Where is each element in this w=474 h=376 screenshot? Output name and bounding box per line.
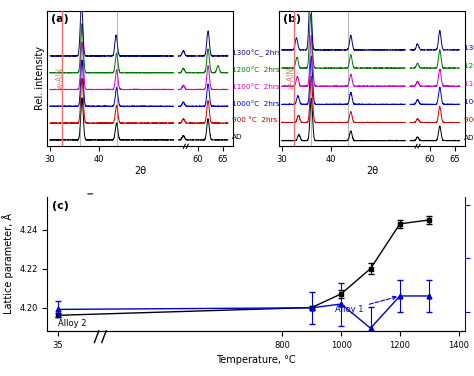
Text: 900 °C  2hrs: 900 °C 2hrs <box>464 117 474 123</box>
Text: 1000°C  2hrs: 1000°C 2hrs <box>464 99 474 105</box>
Text: Alloy 1: Alloy 1 <box>335 296 396 314</box>
Text: 900 °C  2hrs: 900 °C 2hrs <box>232 117 277 123</box>
Text: 1100°C_ 2hrs: 1100°C_ 2hrs <box>464 80 474 88</box>
Text: (a): (a) <box>51 14 69 24</box>
Text: 1200°C  2hrs: 1200°C 2hrs <box>232 67 279 73</box>
Text: 1300°C_ 2hrs: 1300°C_ 2hrs <box>232 50 281 57</box>
Y-axis label: Lattice parameter, Å: Lattice parameter, Å <box>2 213 14 314</box>
Text: 1200°C  2hrs: 1200°C 2hrs <box>464 63 474 69</box>
Text: 1000°C  2hrs: 1000°C 2hrs <box>232 101 279 107</box>
Text: w-AlN: w-AlN <box>55 67 64 89</box>
Text: w-AlN: w-AlN <box>287 67 296 89</box>
X-axis label: 2θ: 2θ <box>366 166 378 176</box>
Text: AD: AD <box>232 134 242 140</box>
Text: (b): (b) <box>283 14 301 24</box>
Text: 1100°C  2hrs: 1100°C 2hrs <box>232 84 279 90</box>
X-axis label: Temperature, °C: Temperature, °C <box>216 355 296 365</box>
Text: 1300°C  2hrs: 1300°C 2hrs <box>464 45 474 51</box>
X-axis label: 2θ: 2θ <box>134 166 146 176</box>
Text: AD: AD <box>464 135 474 141</box>
Text: (c): (c) <box>52 201 68 211</box>
Text: Alloy 2: Alloy 2 <box>58 319 86 328</box>
Y-axis label: Rel. intensity: Rel. intensity <box>35 46 45 111</box>
